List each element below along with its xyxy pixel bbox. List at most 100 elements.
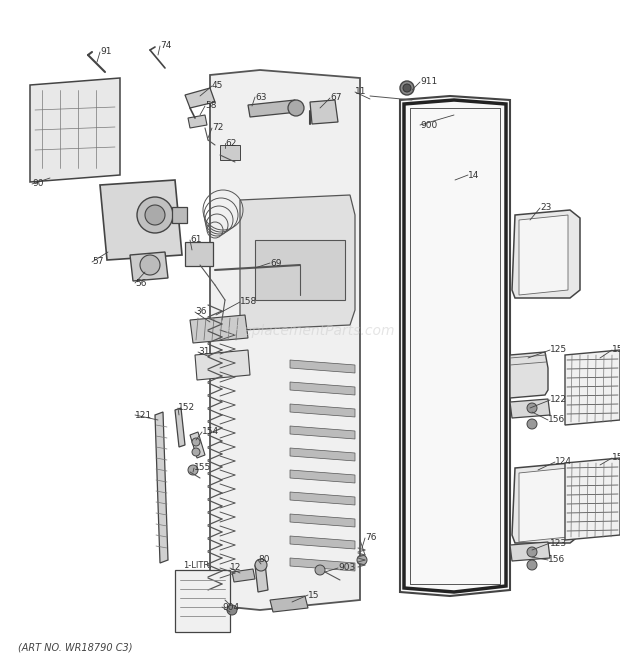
Text: 15: 15 bbox=[308, 590, 319, 600]
Text: 152: 152 bbox=[178, 403, 195, 412]
Text: 154: 154 bbox=[202, 428, 219, 436]
Polygon shape bbox=[270, 596, 308, 612]
Bar bbox=[220, 145, 240, 160]
Text: 12: 12 bbox=[230, 563, 241, 572]
Polygon shape bbox=[30, 78, 120, 182]
Text: 1-LITR.: 1-LITR. bbox=[183, 561, 211, 570]
Polygon shape bbox=[510, 542, 550, 561]
Polygon shape bbox=[190, 432, 205, 458]
Polygon shape bbox=[190, 315, 248, 343]
Text: 900: 900 bbox=[420, 120, 437, 130]
Polygon shape bbox=[519, 468, 568, 542]
Text: 123: 123 bbox=[550, 539, 567, 547]
Polygon shape bbox=[210, 70, 360, 610]
Circle shape bbox=[527, 419, 537, 429]
Polygon shape bbox=[155, 412, 168, 563]
Polygon shape bbox=[255, 563, 268, 592]
Circle shape bbox=[403, 84, 411, 92]
Text: 124: 124 bbox=[555, 457, 572, 467]
Polygon shape bbox=[290, 492, 355, 505]
Polygon shape bbox=[290, 514, 355, 527]
Text: 45: 45 bbox=[212, 81, 223, 91]
Text: 62: 62 bbox=[225, 139, 236, 147]
Circle shape bbox=[140, 255, 160, 275]
Polygon shape bbox=[510, 399, 550, 418]
Polygon shape bbox=[130, 252, 168, 281]
Polygon shape bbox=[290, 426, 355, 439]
Polygon shape bbox=[240, 195, 355, 330]
Polygon shape bbox=[290, 536, 355, 549]
Text: 58: 58 bbox=[205, 102, 216, 110]
Text: 155: 155 bbox=[194, 463, 211, 473]
Circle shape bbox=[527, 560, 537, 570]
Text: 904: 904 bbox=[222, 602, 239, 611]
Text: 911: 911 bbox=[420, 77, 437, 87]
Circle shape bbox=[527, 547, 537, 557]
Circle shape bbox=[137, 197, 173, 233]
Text: 158: 158 bbox=[240, 297, 257, 307]
Text: 61: 61 bbox=[190, 235, 202, 245]
Text: 157: 157 bbox=[612, 346, 620, 354]
Polygon shape bbox=[290, 470, 355, 483]
Text: 67: 67 bbox=[330, 93, 342, 102]
Polygon shape bbox=[248, 100, 298, 117]
Circle shape bbox=[145, 205, 165, 225]
Text: 69: 69 bbox=[270, 258, 281, 268]
Polygon shape bbox=[188, 115, 207, 128]
Circle shape bbox=[400, 81, 414, 95]
Polygon shape bbox=[512, 463, 580, 543]
Polygon shape bbox=[290, 360, 355, 373]
Polygon shape bbox=[519, 215, 568, 295]
Circle shape bbox=[255, 559, 267, 571]
Bar bbox=[175, 570, 230, 632]
Text: 125: 125 bbox=[550, 346, 567, 354]
Polygon shape bbox=[195, 350, 250, 380]
Polygon shape bbox=[232, 569, 255, 582]
Polygon shape bbox=[185, 88, 215, 108]
Text: 74: 74 bbox=[160, 42, 171, 50]
Circle shape bbox=[527, 403, 537, 413]
Text: 91: 91 bbox=[100, 48, 112, 56]
Text: 23: 23 bbox=[540, 204, 551, 212]
Bar bbox=[172, 207, 187, 223]
Polygon shape bbox=[565, 458, 620, 540]
Text: 56: 56 bbox=[135, 278, 146, 288]
Polygon shape bbox=[175, 408, 185, 447]
Polygon shape bbox=[100, 180, 182, 260]
Bar bbox=[255, 240, 345, 300]
Polygon shape bbox=[512, 210, 580, 298]
Text: 903: 903 bbox=[338, 563, 355, 572]
Polygon shape bbox=[310, 100, 338, 124]
Circle shape bbox=[315, 565, 325, 575]
Text: 76: 76 bbox=[365, 533, 376, 543]
Circle shape bbox=[192, 448, 200, 456]
Text: 11: 11 bbox=[355, 87, 366, 97]
Text: 72: 72 bbox=[212, 124, 223, 132]
Bar bbox=[185, 242, 213, 266]
Polygon shape bbox=[400, 96, 510, 596]
Polygon shape bbox=[290, 448, 355, 461]
Text: 90: 90 bbox=[32, 180, 43, 188]
Circle shape bbox=[188, 465, 198, 475]
Circle shape bbox=[227, 605, 237, 615]
Circle shape bbox=[288, 100, 304, 116]
Polygon shape bbox=[290, 558, 355, 571]
Text: 31: 31 bbox=[198, 348, 210, 356]
Text: 157: 157 bbox=[612, 453, 620, 463]
Text: 156: 156 bbox=[548, 555, 565, 564]
Text: 14: 14 bbox=[468, 171, 479, 180]
Text: 80: 80 bbox=[258, 555, 270, 564]
Circle shape bbox=[192, 438, 200, 446]
Text: 122: 122 bbox=[550, 395, 567, 405]
Polygon shape bbox=[290, 404, 355, 417]
Text: 121: 121 bbox=[135, 410, 152, 420]
Text: 63: 63 bbox=[255, 93, 267, 102]
Polygon shape bbox=[290, 382, 355, 395]
Text: 156: 156 bbox=[548, 416, 565, 424]
Text: eReplacementParts.com: eReplacementParts.com bbox=[225, 323, 395, 338]
Text: (ART NO. WR18790 C3): (ART NO. WR18790 C3) bbox=[18, 643, 133, 653]
Polygon shape bbox=[510, 352, 548, 398]
Text: 57: 57 bbox=[92, 258, 104, 266]
Circle shape bbox=[357, 555, 367, 565]
Text: 36: 36 bbox=[195, 307, 206, 317]
